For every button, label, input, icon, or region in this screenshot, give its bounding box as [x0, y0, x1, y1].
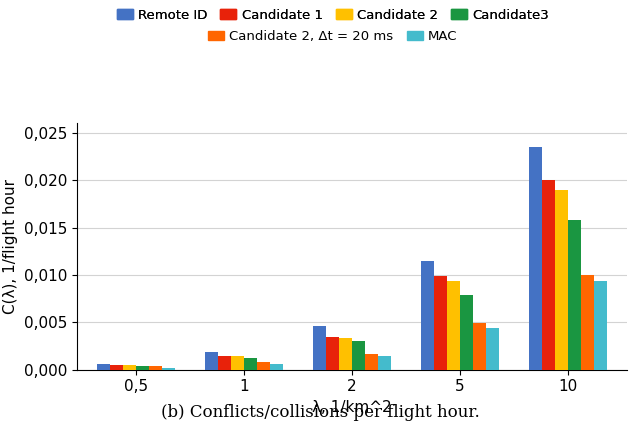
- Bar: [313, 326, 326, 370]
- Bar: [110, 365, 124, 370]
- Bar: [270, 364, 283, 370]
- Bar: [447, 280, 460, 370]
- Bar: [555, 190, 568, 370]
- Legend: Remote ID, Candidate 1, Candidate 2, Candidate3: Remote ID, Candidate 1, Candidate 2, Can…: [116, 9, 549, 22]
- Bar: [257, 362, 270, 370]
- Bar: [473, 323, 486, 370]
- X-axis label: λ, 1/km^2: λ, 1/km^2: [312, 400, 392, 415]
- Bar: [580, 275, 594, 370]
- Bar: [162, 368, 175, 370]
- Bar: [568, 220, 580, 370]
- Bar: [434, 276, 447, 370]
- Bar: [97, 364, 110, 370]
- Y-axis label: C(λ), 1/flight hour: C(λ), 1/flight hour: [3, 179, 18, 314]
- Bar: [218, 356, 231, 370]
- Legend: Candidate 2, Δt = 20 ms, MAC: Candidate 2, Δt = 20 ms, MAC: [208, 30, 458, 43]
- Bar: [244, 358, 257, 370]
- Bar: [486, 328, 499, 370]
- Text: (b) Conflicts/collisions per flight hour.: (b) Conflicts/collisions per flight hour…: [161, 404, 479, 421]
- Bar: [594, 280, 607, 370]
- Bar: [365, 354, 378, 370]
- Bar: [529, 147, 542, 370]
- Bar: [421, 261, 434, 370]
- Bar: [136, 366, 149, 370]
- Bar: [352, 341, 365, 370]
- Bar: [460, 295, 473, 370]
- Bar: [124, 365, 136, 370]
- Bar: [231, 357, 244, 370]
- Bar: [542, 180, 555, 370]
- Bar: [149, 366, 162, 370]
- Bar: [378, 356, 391, 370]
- Bar: [205, 352, 218, 370]
- Bar: [326, 337, 339, 370]
- Bar: [339, 337, 352, 370]
